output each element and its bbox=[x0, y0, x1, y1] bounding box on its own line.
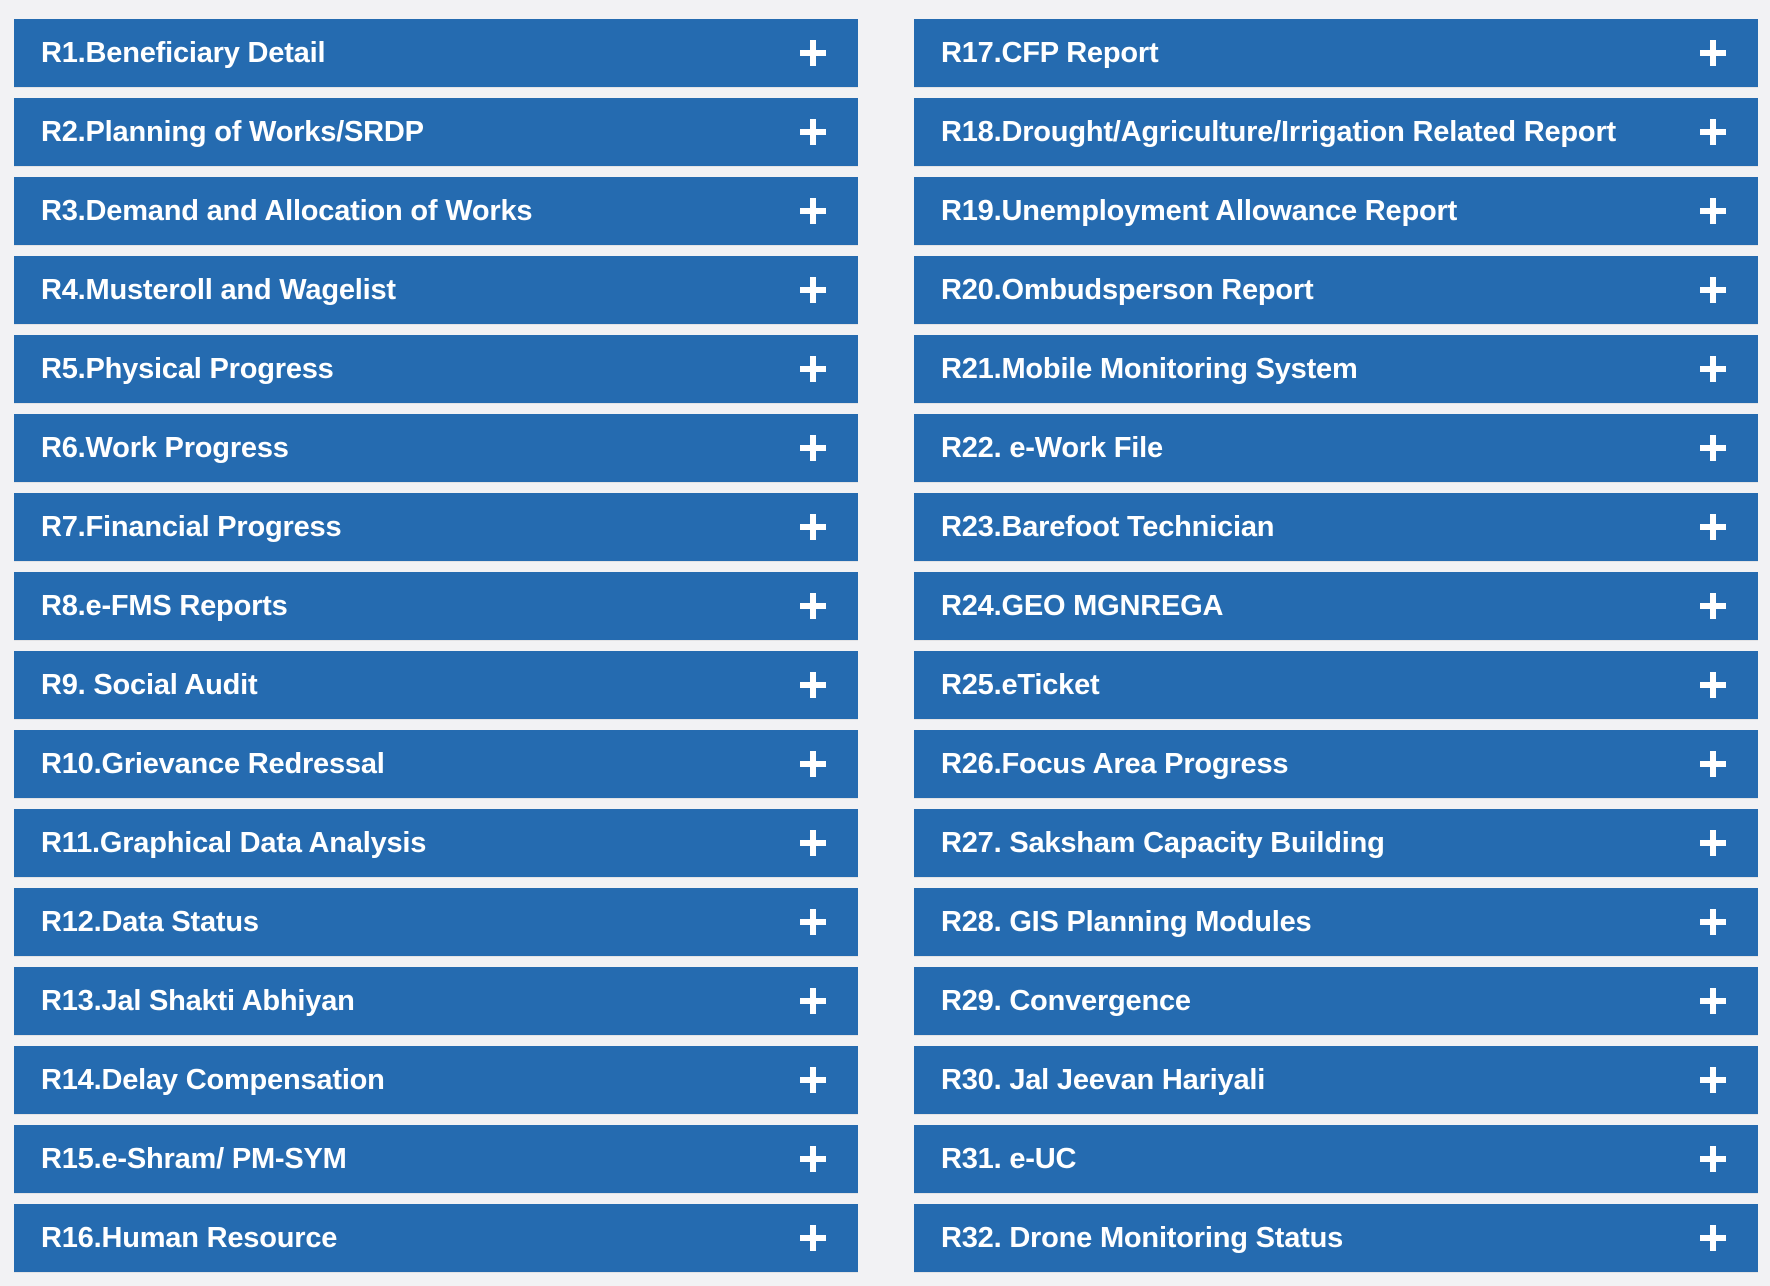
report-panel-r17[interactable]: R17.CFP Report bbox=[914, 19, 1758, 87]
report-panel-r23[interactable]: R23.Barefoot Technician bbox=[914, 493, 1758, 561]
report-panel-label: R19.Unemployment Allowance Report bbox=[941, 195, 1458, 227]
plus-icon[interactable] bbox=[1700, 751, 1726, 777]
report-panel-label: R9. Social Audit bbox=[41, 669, 258, 701]
report-panel-label: R30. Jal Jeevan Hariyali bbox=[941, 1064, 1266, 1096]
report-panel-label: R17.CFP Report bbox=[941, 37, 1159, 69]
plus-icon[interactable] bbox=[1700, 909, 1726, 935]
plus-icon[interactable] bbox=[800, 1067, 826, 1093]
report-panel-label: R23.Barefoot Technician bbox=[941, 511, 1275, 543]
report-panel-r16[interactable]: R16.Human Resource bbox=[14, 1204, 858, 1272]
report-panel-r11[interactable]: R11.Graphical Data Analysis bbox=[14, 809, 858, 877]
report-panel-label: R12.Data Status bbox=[41, 906, 259, 938]
plus-icon[interactable] bbox=[800, 198, 826, 224]
plus-icon[interactable] bbox=[1700, 198, 1726, 224]
report-panel-r26[interactable]: R26.Focus Area Progress bbox=[914, 730, 1758, 798]
report-panel-label: R20.Ombudsperson Report bbox=[941, 274, 1314, 306]
plus-icon[interactable] bbox=[800, 40, 826, 66]
report-panel-label: R25.eTicket bbox=[941, 669, 1100, 701]
plus-icon[interactable] bbox=[1700, 988, 1726, 1014]
plus-icon[interactable] bbox=[800, 1225, 826, 1251]
report-panel-label: R6.Work Progress bbox=[41, 432, 289, 464]
report-panel-r25[interactable]: R25.eTicket bbox=[914, 651, 1758, 719]
report-panel-label: R10.Grievance Redressal bbox=[41, 748, 385, 780]
report-panel-label: R21.Mobile Monitoring System bbox=[941, 353, 1358, 385]
report-panel-r2[interactable]: R2.Planning of Works/SRDP bbox=[14, 98, 858, 166]
report-panel-label: R14.Delay Compensation bbox=[41, 1064, 385, 1096]
report-panel-label: R7.Financial Progress bbox=[41, 511, 342, 543]
plus-icon[interactable] bbox=[1700, 40, 1726, 66]
plus-icon[interactable] bbox=[1700, 1225, 1726, 1251]
report-panel-label: R24.GEO MGNREGA bbox=[941, 590, 1224, 622]
report-panel-r19[interactable]: R19.Unemployment Allowance Report bbox=[914, 177, 1758, 245]
plus-icon[interactable] bbox=[800, 514, 826, 540]
plus-icon[interactable] bbox=[1700, 593, 1726, 619]
plus-icon[interactable] bbox=[1700, 1146, 1726, 1172]
plus-icon[interactable] bbox=[800, 751, 826, 777]
report-panel-r32[interactable]: R32. Drone Monitoring Status bbox=[914, 1204, 1758, 1272]
report-panel-label: R11.Graphical Data Analysis bbox=[41, 827, 427, 859]
report-panel-r21[interactable]: R21.Mobile Monitoring System bbox=[914, 335, 1758, 403]
report-panel-r28[interactable]: R28. GIS Planning Modules bbox=[914, 888, 1758, 956]
plus-icon[interactable] bbox=[800, 277, 826, 303]
report-panel-r10[interactable]: R10.Grievance Redressal bbox=[14, 730, 858, 798]
plus-icon[interactable] bbox=[800, 119, 826, 145]
report-panel-label: R18.Drought/Agriculture/Irrigation Relat… bbox=[941, 116, 1616, 148]
report-panel-label: R28. GIS Planning Modules bbox=[941, 906, 1312, 938]
plus-icon[interactable] bbox=[1700, 514, 1726, 540]
report-panel-label: R8.e-FMS Reports bbox=[41, 590, 288, 622]
report-panel-r14[interactable]: R14.Delay Compensation bbox=[14, 1046, 858, 1114]
plus-icon[interactable] bbox=[1700, 672, 1726, 698]
plus-icon[interactable] bbox=[800, 830, 826, 856]
report-panel-label: R32. Drone Monitoring Status bbox=[941, 1222, 1344, 1254]
report-panel-r31[interactable]: R31. e-UC bbox=[914, 1125, 1758, 1193]
plus-icon[interactable] bbox=[800, 988, 826, 1014]
report-panel-r8[interactable]: R8.e-FMS Reports bbox=[14, 572, 858, 640]
plus-icon[interactable] bbox=[800, 1146, 826, 1172]
report-panel-r18[interactable]: R18.Drought/Agriculture/Irrigation Relat… bbox=[914, 98, 1758, 166]
plus-icon[interactable] bbox=[800, 672, 826, 698]
plus-icon[interactable] bbox=[1700, 1067, 1726, 1093]
report-column-left: R1.Beneficiary Detail R2.Planning of Work… bbox=[14, 19, 858, 1283]
report-panel-r29[interactable]: R29. Convergence bbox=[914, 967, 1758, 1035]
report-panel-label: R4.Musteroll and Wagelist bbox=[41, 274, 396, 306]
report-panel-label: R15.e-Shram/ PM-SYM bbox=[41, 1143, 347, 1175]
report-column-right: R17.CFP Report R18.Drought/Agriculture/Ir… bbox=[914, 19, 1758, 1283]
plus-icon[interactable] bbox=[1700, 119, 1726, 145]
report-panel-label: R13.Jal Shakti Abhiyan bbox=[41, 985, 355, 1017]
report-panel-r24[interactable]: R24.GEO MGNREGA bbox=[914, 572, 1758, 640]
report-panel-label: R5.Physical Progress bbox=[41, 353, 334, 385]
plus-icon[interactable] bbox=[1700, 830, 1726, 856]
report-panel-label: R29. Convergence bbox=[941, 985, 1191, 1017]
report-panel-r20[interactable]: R20.Ombudsperson Report bbox=[914, 256, 1758, 324]
report-panel-r6[interactable]: R6.Work Progress bbox=[14, 414, 858, 482]
report-panel-r13[interactable]: R13.Jal Shakti Abhiyan bbox=[14, 967, 858, 1035]
report-panel-r3[interactable]: R3.Demand and Allocation of Works bbox=[14, 177, 858, 245]
report-panel-label: R16.Human Resource bbox=[41, 1222, 338, 1254]
report-panel-r12[interactable]: R12.Data Status bbox=[14, 888, 858, 956]
report-panel-r1[interactable]: R1.Beneficiary Detail bbox=[14, 19, 858, 87]
report-panel-label: R2.Planning of Works/SRDP bbox=[41, 116, 424, 148]
report-panel-r4[interactable]: R4.Musteroll and Wagelist bbox=[14, 256, 858, 324]
plus-icon[interactable] bbox=[1700, 435, 1726, 461]
plus-icon[interactable] bbox=[800, 909, 826, 935]
report-panel-label: R22. e-Work File bbox=[941, 432, 1163, 464]
plus-icon[interactable] bbox=[800, 356, 826, 382]
report-panel-r15[interactable]: R15.e-Shram/ PM-SYM bbox=[14, 1125, 858, 1193]
report-panel-label: R26.Focus Area Progress bbox=[941, 748, 1289, 780]
report-panel-r5[interactable]: R5.Physical Progress bbox=[14, 335, 858, 403]
report-panel-label: R27. Saksham Capacity Building bbox=[941, 827, 1385, 859]
report-panel-r7[interactable]: R7.Financial Progress bbox=[14, 493, 858, 561]
report-panel-r30[interactable]: R30. Jal Jeevan Hariyali bbox=[914, 1046, 1758, 1114]
report-panel-label: R31. e-UC bbox=[941, 1143, 1077, 1175]
plus-icon[interactable] bbox=[800, 435, 826, 461]
report-panel-r22[interactable]: R22. e-Work File bbox=[914, 414, 1758, 482]
report-panel-r27[interactable]: R27. Saksham Capacity Building bbox=[914, 809, 1758, 877]
plus-icon[interactable] bbox=[1700, 356, 1726, 382]
plus-icon[interactable] bbox=[1700, 277, 1726, 303]
plus-icon[interactable] bbox=[800, 593, 826, 619]
report-panel-r9[interactable]: R9. Social Audit bbox=[14, 651, 858, 719]
report-panel-label: R1.Beneficiary Detail bbox=[41, 37, 326, 69]
report-panel-label: R3.Demand and Allocation of Works bbox=[41, 195, 533, 227]
